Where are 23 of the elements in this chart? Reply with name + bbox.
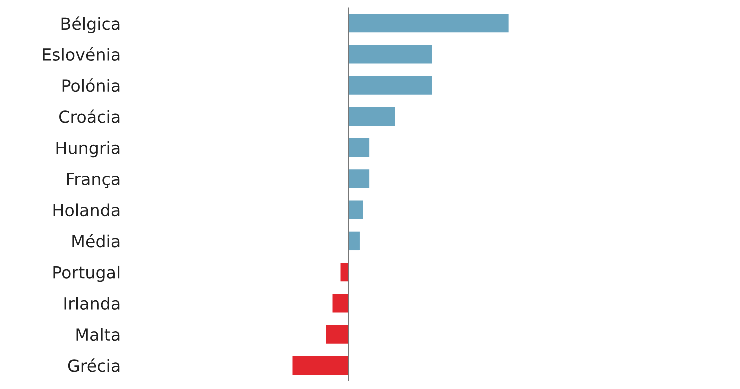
y-tick-label: Portugal xyxy=(54,266,120,282)
y-tick-label: Hungria xyxy=(56,141,120,158)
bar xyxy=(292,356,349,375)
bar xyxy=(348,170,370,188)
y-tick-label: Polónia xyxy=(62,78,120,92)
y-tick-label: Malta xyxy=(76,328,120,342)
y-tick-label: Irlanda xyxy=(64,297,120,310)
bar xyxy=(326,325,349,344)
bar xyxy=(348,200,364,220)
bar xyxy=(332,294,349,313)
y-tick-label: Eslovénia xyxy=(43,47,120,62)
y-tick-label: Croácia xyxy=(60,110,120,124)
bar xyxy=(348,138,370,158)
bar xyxy=(348,14,509,33)
y-tick-label: Grécia xyxy=(68,358,120,372)
y-tick-label: Holanda xyxy=(54,204,120,217)
bar xyxy=(348,232,360,251)
bar xyxy=(348,76,432,95)
y-tick-label: Média xyxy=(72,234,120,248)
y-tick-label: França xyxy=(67,173,120,188)
y-tick-label: Bélgica xyxy=(62,16,120,34)
bar xyxy=(348,107,396,126)
bar xyxy=(348,45,432,64)
